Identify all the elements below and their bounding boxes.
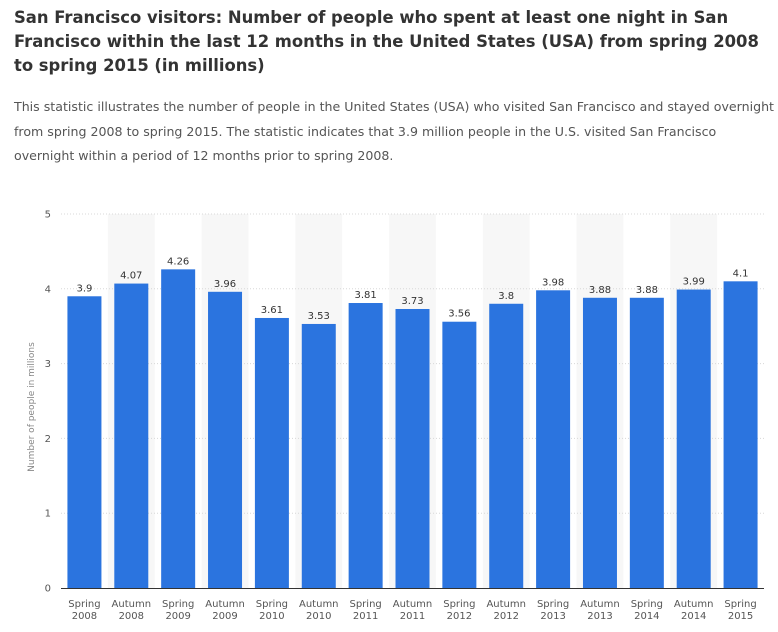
- x-tick-label: 2010: [259, 611, 284, 622]
- x-tick-label: 2011: [400, 611, 425, 622]
- bar: [301, 323, 336, 588]
- y-tick-label: 2: [45, 434, 51, 445]
- y-tick-label: 5: [45, 210, 51, 221]
- data-labels: 3.9 4.07 4.26 3.96 3.61 3.53 3.81 3.73 3.56 3.8 3.…: [76, 256, 748, 322]
- data-label: 3.56: [448, 309, 470, 320]
- x-tick-label: Spring: [724, 599, 756, 610]
- bar: [676, 289, 711, 588]
- x-tick-label: 2015: [728, 611, 753, 622]
- bar: [208, 291, 243, 588]
- y-tick-label: 4: [45, 284, 51, 295]
- bar: [114, 283, 149, 588]
- y-tick-label: 0: [45, 584, 51, 595]
- x-tick-label: Spring: [443, 599, 475, 610]
- data-label: 3.9: [76, 283, 92, 294]
- data-label: 3.98: [542, 277, 564, 288]
- x-tick-label: 2012: [494, 611, 519, 622]
- bar: [582, 297, 617, 588]
- x-tick-label: 2014: [681, 611, 706, 622]
- bar: [161, 269, 196, 588]
- x-tick-label: Spring: [68, 599, 100, 610]
- x-tick-label: Autumn: [205, 599, 245, 610]
- data-label: 3.81: [355, 290, 377, 301]
- data-label: 4.26: [167, 256, 189, 267]
- data-label: 4.07: [120, 271, 142, 282]
- y-axis-label: Number of people in millions: [27, 342, 37, 472]
- x-tick-label: Spring: [631, 599, 663, 610]
- x-axis-ticks: Spring2008Autumn2008Spring2009Autumn2009…: [68, 599, 756, 622]
- data-label: 3.61: [261, 305, 283, 316]
- x-tick-label: 2014: [634, 611, 659, 622]
- bar: [629, 297, 664, 588]
- x-tick-label: 2008: [119, 611, 144, 622]
- x-tick-label: Autumn: [580, 599, 620, 610]
- data-label: 3.73: [401, 296, 423, 307]
- data-label: 3.53: [308, 311, 330, 322]
- x-tick-label: Spring: [162, 599, 194, 610]
- x-tick-label: 2012: [447, 611, 472, 622]
- x-tick-label: 2009: [165, 611, 190, 622]
- y-axis-ticks: 0 1 2 3 4 5: [45, 210, 51, 595]
- data-label: 3.99: [683, 277, 705, 288]
- x-tick-label: 2013: [540, 611, 565, 622]
- x-tick-label: Spring: [537, 599, 569, 610]
- bar: [348, 303, 383, 588]
- bar: [489, 303, 524, 588]
- data-label: 3.96: [214, 279, 236, 290]
- y-tick-label: 3: [45, 359, 51, 370]
- x-tick-label: Autumn: [112, 599, 152, 610]
- x-tick-label: Spring: [256, 599, 288, 610]
- x-tick-label: Autumn: [674, 599, 714, 610]
- page-description: This statistic illustrates the number of…: [14, 99, 774, 163]
- bar: [442, 321, 477, 588]
- page-title: San Francisco visitors: Number of people…: [14, 8, 759, 75]
- x-tick-label: 2009: [212, 611, 237, 622]
- data-label: 4.1: [733, 268, 749, 279]
- bar: [723, 281, 758, 588]
- x-tick-label: Autumn: [486, 599, 526, 610]
- y-tick-label: 1: [45, 509, 51, 520]
- data-label: 3.88: [636, 285, 658, 296]
- x-tick-label: Spring: [349, 599, 381, 610]
- x-tick-label: 2008: [72, 611, 97, 622]
- x-tick-label: Autumn: [393, 599, 433, 610]
- bar: [395, 308, 430, 588]
- bar: [254, 317, 289, 588]
- bar: [536, 290, 571, 588]
- bar: [67, 296, 102, 588]
- bar-series: [67, 269, 758, 588]
- x-tick-label: 2011: [353, 611, 378, 622]
- x-tick-label: 2013: [587, 611, 612, 622]
- data-label: 3.8: [498, 291, 514, 302]
- x-tick-label: 2010: [306, 611, 331, 622]
- x-tick-label: Autumn: [299, 599, 339, 610]
- data-label: 3.88: [589, 285, 611, 296]
